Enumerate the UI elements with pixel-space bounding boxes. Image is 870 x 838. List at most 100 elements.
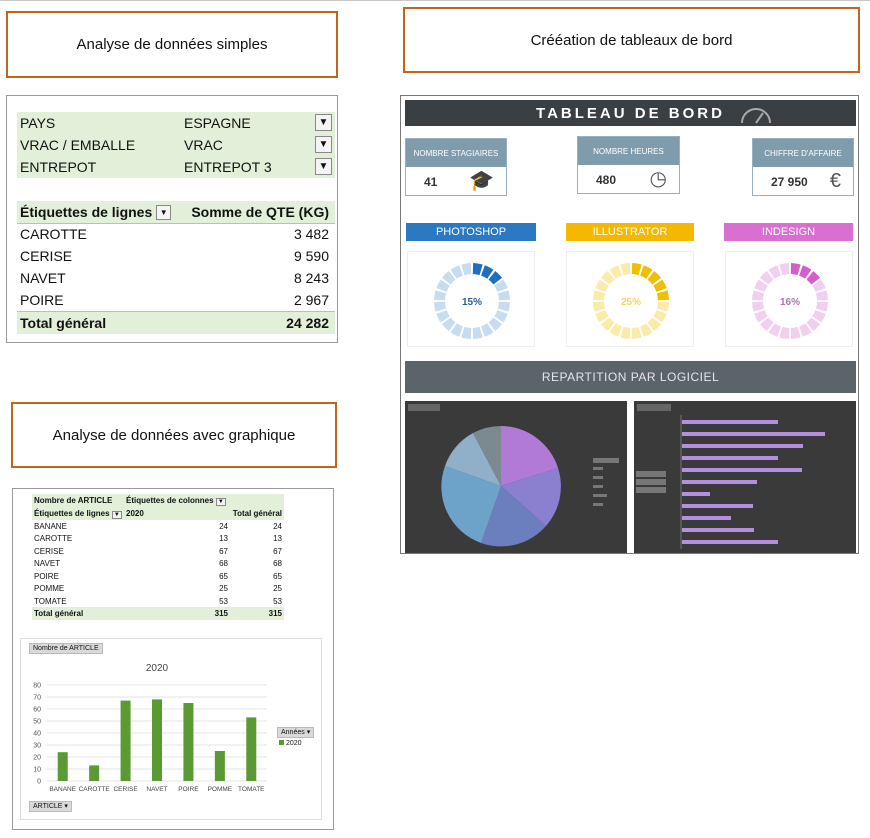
filter-row-pays: PAYS ESPAGNE ▼ xyxy=(17,112,335,134)
donut-segment xyxy=(434,290,447,301)
donut-segment xyxy=(620,326,631,339)
title-simple-text: Analyse de données simples xyxy=(76,36,268,53)
x-tick-label: POMME xyxy=(208,786,233,793)
title-chart-text: Analyse de données avec graphique xyxy=(52,426,296,444)
row-label: NAVET xyxy=(20,270,66,286)
legend-field-button[interactable]: Années ▾ xyxy=(277,727,315,738)
title-dashboard: Crééation de tableaux de bord xyxy=(403,7,860,73)
table-row: POIRE 65 65 xyxy=(32,570,284,583)
dashboard-preview: TABLEAU DE BORD NOMBRE STAGIAIRES 41 🎓 N… xyxy=(400,95,859,554)
total-value: 24 282 xyxy=(286,315,329,331)
donut-segment xyxy=(752,301,765,312)
row-total: 24 xyxy=(273,521,282,531)
donut-segment xyxy=(436,310,450,323)
chart-field-tag[interactable]: Nombre de ARTICLE xyxy=(29,643,103,654)
title-simple-analysis: Analyse de données simples xyxy=(6,11,338,78)
bar[interactable] xyxy=(57,752,68,781)
row-value: 25 xyxy=(219,584,228,594)
donut-segment xyxy=(790,326,801,339)
filter-value: VRAC xyxy=(184,137,223,153)
value-header-label: Somme de QTE (KG) xyxy=(191,204,329,220)
donut-segment xyxy=(806,270,821,285)
donut-segment xyxy=(806,317,821,332)
filter-icon[interactable]: ▼ xyxy=(315,136,332,153)
donut-segment xyxy=(790,263,801,276)
filter-row-entrepot: ENTREPOT ENTREPOT 3 ▼ xyxy=(17,156,335,178)
band-photoshop: PHOTOSHOP xyxy=(406,223,536,241)
y-tick-label: 20 xyxy=(33,755,41,762)
x-tick-label: POIRE xyxy=(178,786,199,793)
pivot-chart[interactable]: Nombre de ARTICLE 2020 0 10 20 30 40 50 60 70 80 B… xyxy=(20,638,322,820)
donut-segment xyxy=(461,263,472,276)
x-tick-label: CAROTTE xyxy=(79,786,111,793)
filter-value: ESPAGNE xyxy=(184,115,251,131)
filter-value: ENTREPOT 3 xyxy=(184,159,272,175)
bar[interactable] xyxy=(120,700,131,781)
donut-segment xyxy=(593,290,606,301)
donut-card-photoshop: 15% xyxy=(407,251,535,347)
row-value: 68 xyxy=(219,559,228,569)
row-total: 68 xyxy=(273,559,282,569)
row-total: 53 xyxy=(273,596,282,606)
col-header-label: Étiquettes de colonnes xyxy=(126,495,214,505)
donut-segment xyxy=(631,263,642,276)
filter-icon[interactable]: ▼ xyxy=(315,158,332,175)
legend-label: 2020 xyxy=(285,740,302,747)
donut-segment xyxy=(450,265,463,279)
pivot2-header-row: Étiquettes de lignes ▼ 2020 Total généra… xyxy=(32,507,284,520)
legend-swatch xyxy=(279,740,284,745)
donut-segment xyxy=(488,270,503,285)
y-tick-label: 80 xyxy=(33,683,41,690)
donut-card-illustrator: 25% xyxy=(566,251,694,347)
dropdown-icon[interactable]: ▼ xyxy=(215,497,226,506)
table-row: NAVET 8 243 xyxy=(17,267,335,289)
row-total: 25 xyxy=(273,584,282,594)
header-divider xyxy=(17,223,335,224)
donut-segment xyxy=(436,279,450,292)
donut-percent: 25% xyxy=(621,297,641,308)
donut-segment xyxy=(653,279,667,292)
donut-segment xyxy=(812,279,826,292)
y-tick-label: 10 xyxy=(33,767,41,774)
total-col-header: Total général xyxy=(232,508,282,518)
donut-percent: 15% xyxy=(462,297,482,308)
band-indesign: INDESIGN xyxy=(724,223,853,241)
year-header: 2020 xyxy=(126,508,144,518)
donut-segment xyxy=(656,290,669,301)
filter-icon[interactable]: ▼ xyxy=(315,114,332,131)
donut-segment xyxy=(481,323,494,337)
axis-field-button[interactable]: ARTICLE ▾ xyxy=(29,801,72,812)
donut-segment xyxy=(494,310,508,323)
donut-segment xyxy=(647,317,662,332)
donut-segment xyxy=(450,323,463,337)
euro-icon: € xyxy=(829,170,841,192)
donut-segment xyxy=(600,317,615,332)
row-label: BANANE xyxy=(34,521,67,531)
dropdown-icon[interactable]: ▼ xyxy=(111,510,122,519)
donut-segment xyxy=(799,265,812,279)
donut-segment xyxy=(631,326,642,339)
total-value: 315 xyxy=(214,608,228,618)
band-label: INDESIGN xyxy=(761,226,816,238)
bar[interactable] xyxy=(152,699,162,781)
donut-segment xyxy=(656,301,669,312)
donut-segment xyxy=(434,301,447,312)
donut-indesign: 16% xyxy=(752,263,828,339)
donut-segment xyxy=(620,263,631,276)
x-tick-label: TOMATE xyxy=(238,786,265,793)
dropdown-icon[interactable]: ▼ xyxy=(156,205,172,221)
donut-segment xyxy=(593,301,606,312)
section-repartition: REPARTITION PAR LOGICIEL xyxy=(405,361,856,393)
pie-chart-thumbnail xyxy=(408,404,619,547)
bar[interactable] xyxy=(183,703,194,781)
kpi-value: 41 xyxy=(424,175,438,189)
y-tick-label: 0 xyxy=(37,779,41,786)
row-header-cell: Étiquettes de lignes ▼ xyxy=(20,204,172,221)
filter-label: VRAC / EMBALLE xyxy=(20,137,136,153)
bar[interactable] xyxy=(246,717,257,781)
donut-segment xyxy=(759,270,774,285)
bar[interactable] xyxy=(214,751,225,781)
table-row: CERISE 67 67 xyxy=(32,545,284,558)
bar[interactable] xyxy=(89,765,100,781)
total-divider xyxy=(17,311,335,312)
